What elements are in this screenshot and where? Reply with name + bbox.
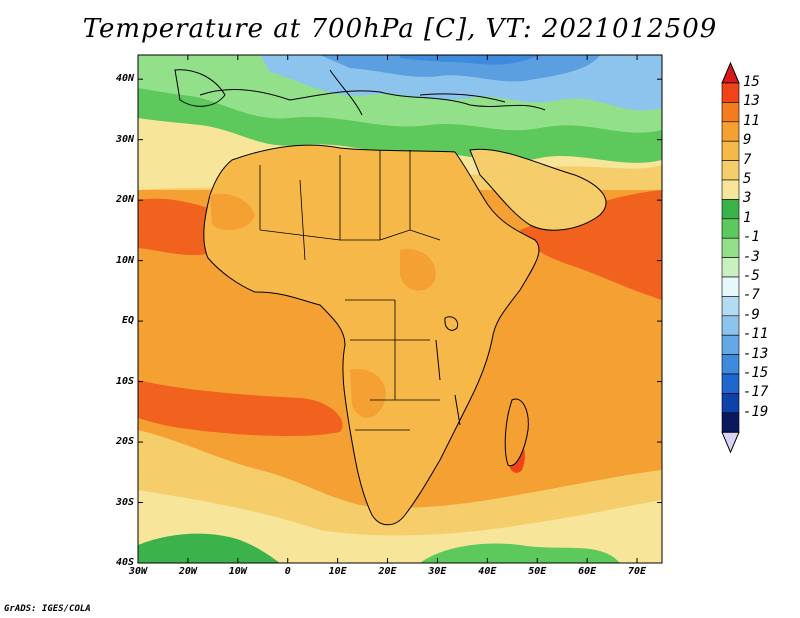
latitude-label: 20S <box>115 436 134 448</box>
latitude-label: EQ <box>121 315 134 327</box>
colorbar-label: -7 <box>743 287 760 304</box>
colorbar-swatch <box>721 140 740 161</box>
latitude-label: 20N <box>115 194 134 206</box>
longitude-label: 70E <box>628 566 647 577</box>
colorbar-label: 11 <box>743 112 760 129</box>
longitude-label: 10W <box>228 566 247 577</box>
longitude-label: 30E <box>428 566 447 577</box>
colorbar-label: -19 <box>743 403 769 420</box>
colorbar-label: -17 <box>743 384 769 401</box>
colorbar-label: 7 <box>743 151 752 168</box>
south-green-band-east <box>420 543 620 563</box>
colorbar-swatch <box>721 373 740 394</box>
north-coldest-pocket <box>400 55 540 65</box>
south-green-band-west <box>138 533 280 563</box>
colorbar-swatch <box>721 102 740 123</box>
longitude-label: 20E <box>378 566 397 577</box>
latitude-label: 40N <box>115 73 134 85</box>
south-pale-zone <box>138 490 662 563</box>
colorbar-label: -1 <box>743 229 760 246</box>
north-colder-pocket <box>320 55 600 82</box>
colorbar-swatch <box>721 218 740 239</box>
footer-credit: GrADS: IGES/COLA <box>4 604 91 614</box>
latitude-label: 10N <box>115 254 134 266</box>
colorbar-top-arrow <box>721 61 740 84</box>
madagascar <box>504 398 529 467</box>
longitude-label: 50E <box>528 566 547 577</box>
europe-coast <box>199 89 546 111</box>
turkey <box>419 93 506 103</box>
africa-land <box>203 144 540 526</box>
latitude-label: 30S <box>115 496 134 508</box>
colorbar-swatch <box>721 393 740 414</box>
colorbar-label: 5 <box>743 171 752 187</box>
colorbar-swatch <box>721 315 740 336</box>
axis-ticks <box>137 55 662 564</box>
latitude-label: 10S <box>115 375 134 387</box>
longitude-label: 10E <box>328 566 347 577</box>
latitude-label: 40S <box>115 557 134 568</box>
colorbar-swatch <box>721 296 740 317</box>
colorbar-swatch <box>721 179 740 200</box>
colorbar-swatch <box>721 160 740 181</box>
colorbar-label: -3 <box>743 248 760 265</box>
colorbar-swatch <box>721 276 740 297</box>
land-hot-patch-1 <box>210 193 255 231</box>
colorbar-swatch <box>721 121 740 142</box>
latitude-label: 30N <box>115 133 134 145</box>
lake-victoria <box>444 316 459 331</box>
longitude-label: 40E <box>478 566 497 577</box>
hot-belt-south <box>138 380 343 437</box>
colorbar-swatch <box>721 237 740 258</box>
chart-title: Temperature at 700hPa [C], VT: 202101250… <box>82 14 718 44</box>
land-hot-patch-3 <box>400 249 436 291</box>
colorbar-label: 13 <box>743 93 760 110</box>
colorbar-swatch <box>721 257 740 278</box>
colorbar-label: -11 <box>743 326 769 343</box>
plot-frame <box>137 54 663 564</box>
colorbar-label: -5 <box>743 268 760 284</box>
land-hot-patch-2 <box>350 369 386 418</box>
colorbar-label: -13 <box>743 345 769 362</box>
colorbar <box>721 61 740 454</box>
colorbar-swatch <box>721 82 740 103</box>
colorbar-swatch <box>721 412 740 433</box>
colorbar-swatch <box>721 334 740 355</box>
colorbar-label: -9 <box>743 306 760 323</box>
colorbar-swatch <box>721 354 740 375</box>
lake-tanganyika <box>435 339 441 381</box>
longitude-label: 20W <box>178 566 197 577</box>
longitude-label: 60E <box>578 566 597 577</box>
arabia <box>469 148 607 231</box>
longitude-label: 0 <box>284 566 291 577</box>
colorbar-label: 15 <box>743 74 760 90</box>
colorbar-label: 9 <box>743 132 752 149</box>
country-borders <box>259 150 441 431</box>
colorbar-swatch <box>721 199 740 220</box>
longitude-label: 30W <box>128 566 148 577</box>
colorbar-label: 3 <box>743 190 752 207</box>
lake-malawi <box>454 394 461 426</box>
italy <box>329 69 363 116</box>
iberia <box>174 69 226 107</box>
colorbar-label: 1 <box>743 209 752 226</box>
colorbar-label: -15 <box>743 365 769 381</box>
colorbar-bottom-arrow <box>721 431 740 454</box>
